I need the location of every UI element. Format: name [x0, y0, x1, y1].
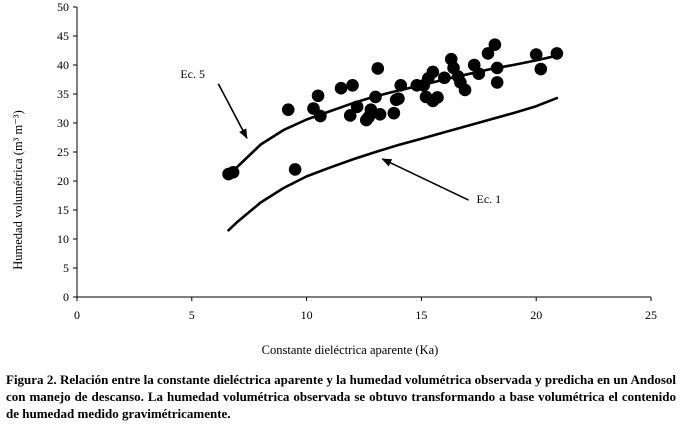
data-point [534, 62, 548, 76]
series-line-ec-1 [227, 96, 559, 232]
data-point [490, 76, 504, 89]
data-point [346, 79, 359, 92]
annotation-arrow [217, 83, 248, 139]
y-tick-label: 45 [57, 29, 69, 43]
data-point [334, 81, 348, 95]
data-points [222, 38, 564, 181]
x-tick-label: 10 [301, 308, 313, 322]
y-axis-label: Humedad volumétrica (m³ m⁻³) [11, 110, 25, 270]
data-point [472, 67, 486, 80]
y-tick-label: 20 [57, 174, 69, 188]
data-point [529, 48, 543, 61]
y-tick-label: 5 [63, 261, 69, 275]
data-point [392, 92, 405, 105]
y-tick-label: 10 [57, 232, 69, 246]
x-tick-label: 25 [645, 308, 657, 322]
data-point [394, 79, 408, 92]
annotation-arrow [381, 158, 469, 201]
data-point [490, 61, 504, 75]
x-tick-label: 0 [74, 308, 80, 322]
axes: 0 5 10 15 20 25 30 35 40 45 50 0 5 10 15 20 25 [57, 0, 657, 322]
data-point [550, 47, 564, 60]
data-point [311, 89, 325, 103]
data-point [438, 71, 451, 85]
y-tick-label: 15 [57, 203, 69, 217]
data-point [369, 90, 382, 104]
data-point [373, 108, 387, 121]
annotation-label: Ec. 1 [477, 192, 502, 206]
fit-lines [227, 54, 559, 232]
data-point [458, 83, 472, 97]
x-tick-label: 15 [415, 308, 427, 322]
data-point [226, 166, 240, 179]
data-point [371, 62, 385, 75]
y-tick-label: 25 [57, 145, 69, 159]
data-point [288, 163, 302, 176]
data-point [314, 109, 327, 123]
data-point [431, 91, 444, 104]
y-tick-label: 40 [57, 58, 69, 72]
data-point [488, 38, 502, 51]
x-tick-label: 5 [189, 308, 195, 322]
data-point [350, 100, 364, 114]
data-point [481, 47, 495, 60]
data-point [387, 106, 401, 120]
annotations: Ec. 5 Ec. 1 [180, 67, 501, 206]
x-axis-label: Constante dieléctrica aparente (Ka) [262, 343, 439, 357]
y-tick-label: 0 [63, 290, 69, 304]
data-point [281, 103, 295, 116]
y-tick-label: 50 [57, 0, 69, 14]
x-tick-label: 20 [530, 308, 542, 322]
y-tick-label: 30 [57, 116, 69, 130]
y-tick-label: 35 [57, 87, 69, 101]
data-point [426, 65, 440, 79]
data-point [343, 109, 357, 122]
figure-caption: Figura 2. Relación entre la constante di… [6, 372, 676, 421]
annotation-label: Ec. 5 [180, 67, 205, 81]
